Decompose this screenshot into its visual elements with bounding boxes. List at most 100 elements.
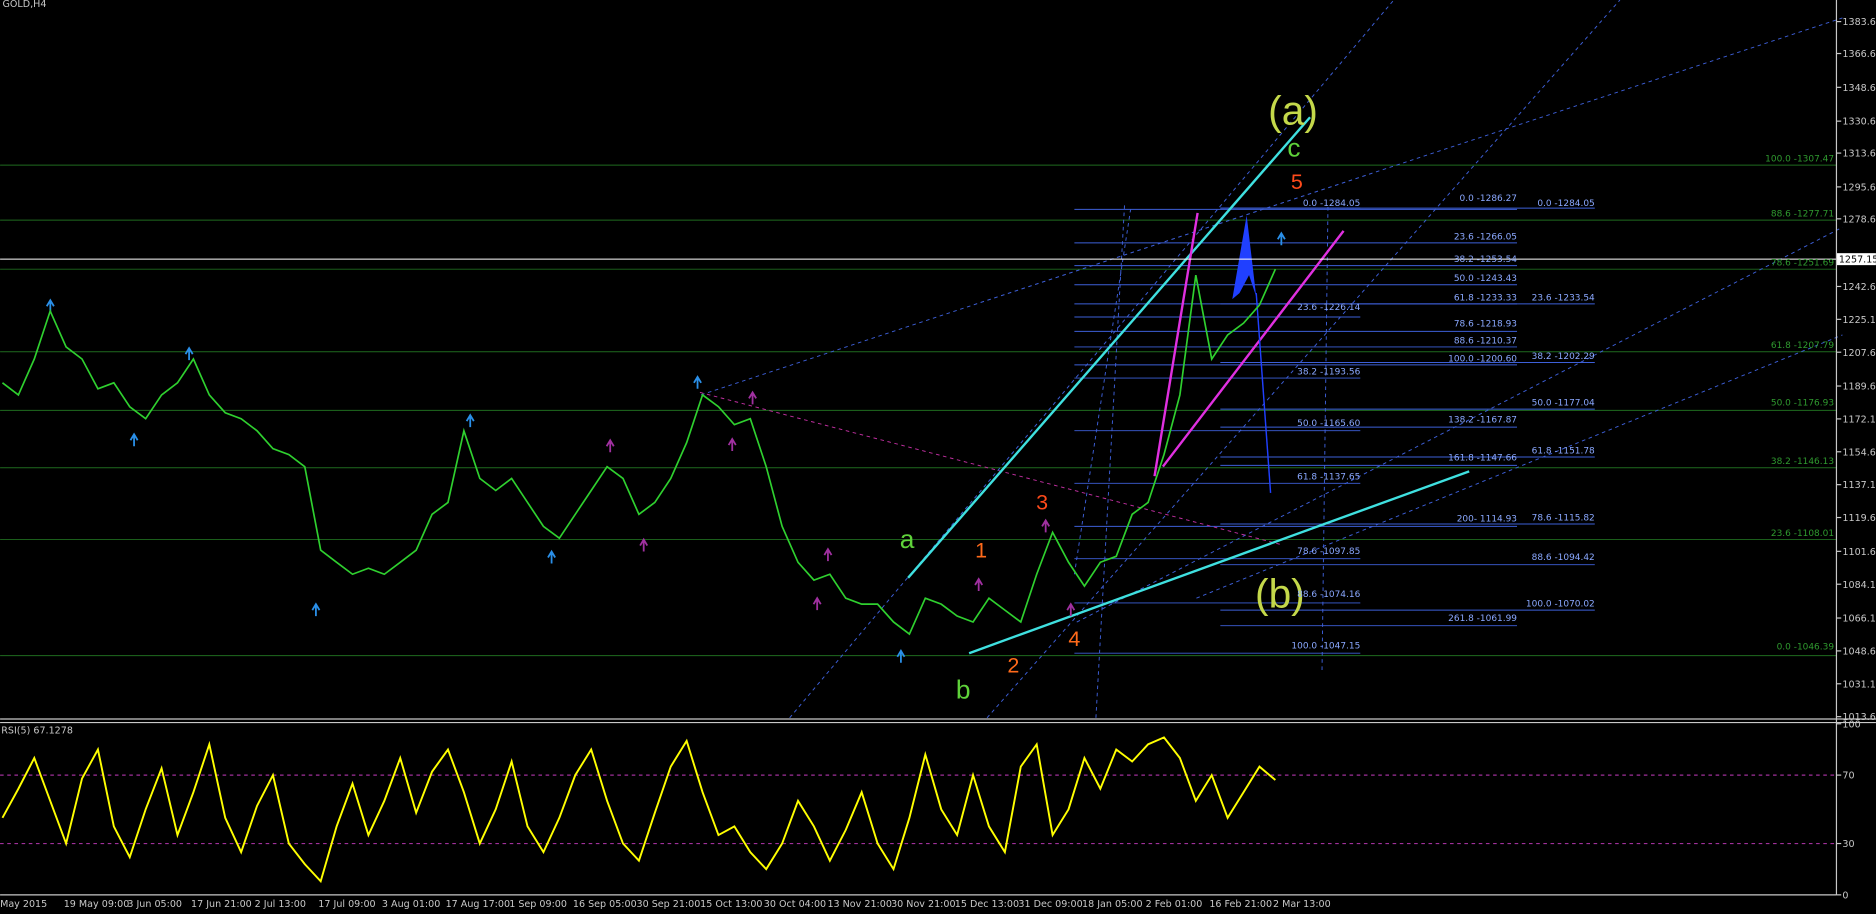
x-tick-label: 18 Jan 05:00 — [1082, 899, 1143, 910]
fib-label: 61.8 -1207.79 — [1771, 341, 1834, 351]
x-tick-label: 17 Aug 17:00 — [446, 899, 510, 910]
fib-label: 88.6 -1210.37 — [1454, 336, 1517, 346]
y-tick-label: 1242.61 — [1842, 282, 1876, 293]
y-tick-label: 1278.61 — [1842, 214, 1876, 225]
x-tick-label: 2 Feb 01:00 — [1146, 899, 1203, 910]
fib-label: 100.0 -1047.15 — [1291, 641, 1360, 651]
y-tick-label: 1189.61 — [1842, 382, 1876, 393]
fib-label: 38.2 -1202.29 — [1532, 352, 1595, 362]
fib-label: 100.0 -1307.47 — [1765, 155, 1834, 165]
y-tick-label: 70 — [1842, 771, 1854, 782]
trend-line — [1153, 212, 1199, 477]
fractal-arrow — [129, 432, 139, 447]
wave-label: 4 — [1068, 627, 1080, 651]
x-tick-label: 3 Jun 05:00 — [127, 899, 182, 910]
y-tick-label: 1313.61 — [1842, 149, 1876, 160]
price-line — [1, 268, 1277, 636]
x-tick-label: 30 Oct 04:00 — [764, 899, 826, 910]
x-tick-label: 17 Jul 09:00 — [318, 899, 375, 910]
wave-label: 1 — [975, 538, 987, 562]
fractal-arrow — [184, 346, 194, 361]
trend-line — [1161, 230, 1345, 468]
fractal-arrow — [727, 437, 737, 452]
trend-line — [907, 116, 1311, 579]
fractal-arrow — [1041, 518, 1051, 533]
wave-label: b — [956, 675, 971, 705]
fib-label: 61.8 -1137.65 — [1297, 473, 1360, 483]
x-tick-label: 2 Jul 13:00 — [255, 899, 306, 910]
indicator-title: RSI(5) 67.1278 — [1, 725, 73, 736]
x-tick-label: May 2015 — [0, 899, 47, 910]
channel-line — [986, 0, 1621, 719]
fib-label: 38.2 -1193.56 — [1297, 367, 1360, 377]
fib-label: 78.6 -1097.85 — [1297, 547, 1360, 557]
fractal-arrow — [693, 375, 702, 389]
y-tick-label: 1031.11 — [1842, 679, 1876, 690]
fractal-arrow — [465, 413, 475, 428]
fractal-arrow — [547, 549, 556, 564]
fib-label: 0.0 -1284.05 — [1537, 199, 1594, 209]
fib-label: 23.6 -1233.54 — [1532, 293, 1595, 303]
y-tick-label: 1348.61 — [1842, 83, 1876, 94]
y-tick-label: 30 — [1842, 839, 1854, 850]
fib-label: 61.8 -1151.78 — [1532, 446, 1595, 456]
x-tick-label: 15 Dec 13:00 — [955, 899, 1019, 910]
y-tick-label: 1172.11 — [1842, 414, 1876, 425]
fib-label: 78.6 -1218.93 — [1454, 320, 1517, 330]
drawings — [0, 0, 1843, 719]
wave-label: c — [1287, 133, 1300, 163]
fib-label: 23.6 -1266.05 — [1454, 232, 1517, 242]
fib-label: 78.6 -1251.69 — [1771, 259, 1834, 269]
fib-label: 138.2 -1167.87 — [1448, 415, 1517, 425]
fib-label: 0.0 -1284.05 — [1303, 199, 1360, 209]
fractal-arrow — [896, 649, 906, 663]
fib-label: 50.0 -1165.60 — [1297, 419, 1360, 429]
fib-label: 100.0 -1070.02 — [1526, 600, 1595, 610]
fib-label: 23.6 -1226.14 — [1297, 303, 1360, 313]
x-tick-label: 16 Sep 05:00 — [573, 899, 637, 910]
fib-label: 38.2 -1146.13 — [1771, 457, 1834, 467]
fib-label: 61.8 -1233.33 — [1454, 293, 1517, 303]
fib-label: 100.0 -1200.60 — [1448, 354, 1517, 364]
channel-line — [1321, 203, 1329, 670]
wave-label: 5 — [1291, 170, 1303, 194]
wave-label: (a) — [1268, 87, 1318, 133]
fractal-arrow — [1276, 231, 1286, 246]
fib-label: 50.0 -1176.93 — [1771, 399, 1834, 409]
fractal-arrow — [639, 537, 649, 552]
y-tick-label: 1154.61 — [1842, 447, 1876, 458]
x-tick-label: 1 Sep 09:00 — [509, 899, 567, 910]
y-tick-label: 1013.61 — [1842, 712, 1876, 723]
wave-label: 2 — [1007, 653, 1019, 677]
x-tick-label: 30 Sep 21:00 — [637, 899, 701, 910]
price-line — [1, 736, 1276, 884]
fib-label: 38.2 -1253.54 — [1454, 255, 1517, 265]
y-tick-label: 1066.11 — [1842, 614, 1876, 625]
x-tick-label: 3 Aug 01:00 — [382, 899, 440, 910]
fib-label: 0.0 -1046.39 — [1777, 643, 1835, 653]
trend-line — [968, 470, 1470, 655]
window-title: GOLD,H4 — [2, 0, 46, 10]
fib-label: 261.8 -1061.99 — [1448, 614, 1517, 624]
x-tick-label: 31 Dec 09:00 — [1018, 899, 1082, 910]
fib-label: 88.6 -1277.71 — [1771, 210, 1834, 220]
y-tick-label: 1048.61 — [1842, 646, 1876, 657]
x-tick-label: 30 Nov 21:00 — [891, 899, 955, 910]
y-tick-label: 1101.61 — [1842, 547, 1876, 558]
y-tick-label: 1207.61 — [1842, 348, 1876, 359]
fractal-arrow — [1066, 602, 1076, 617]
fib-label: 161.8 -1147.66 — [1448, 454, 1517, 464]
y-tick-label: 100 — [1842, 719, 1860, 730]
y-tick-label: 1330.61 — [1842, 117, 1876, 128]
channel-line — [1076, 226, 1843, 623]
x-tick-label: 19 May 09:00 — [64, 899, 130, 910]
current-price-box — [1836, 253, 1876, 266]
y-tick-label: 1383.61 — [1842, 17, 1876, 28]
fib-label: 50.0 -1243.43 — [1454, 274, 1517, 284]
y-tick-label: 1119.61 — [1842, 513, 1876, 524]
projection-line — [1255, 293, 1272, 493]
x-tick-label: 17 Jun 21:00 — [191, 899, 252, 910]
fractal-arrow — [823, 547, 833, 562]
